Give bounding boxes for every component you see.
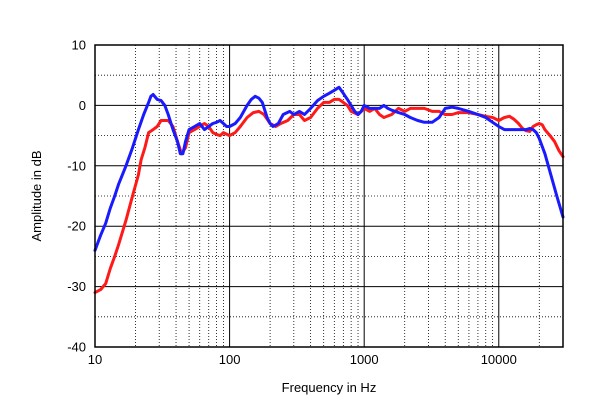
y-tick-labels: 10 0 -10 -20 -30 -40 [67,38,86,355]
x-axis-title: Frequency in Hz [282,380,377,395]
y-tick-label: -10 [67,158,86,173]
x-tick-label: 100 [219,352,241,367]
x-tick-label: 1000 [350,352,379,367]
series-line-1 [93,97,565,295]
y-axis-title: Amplitude in dB [29,150,44,241]
x-tick-label: 10 [88,352,102,367]
series-line-2 [93,85,565,252]
plot-frame [94,44,564,348]
y-tick-label: 0 [79,98,86,113]
series-group [93,85,565,295]
grid [95,45,563,347]
y-tick-label: 10 [72,38,86,53]
y-tick-label: -40 [67,340,86,355]
y-tick-label: -30 [67,279,86,294]
x-tick-label: 10000 [481,352,517,367]
y-tick-label: -20 [67,219,86,234]
x-tick-labels: 10 100 1000 10000 [88,352,517,367]
